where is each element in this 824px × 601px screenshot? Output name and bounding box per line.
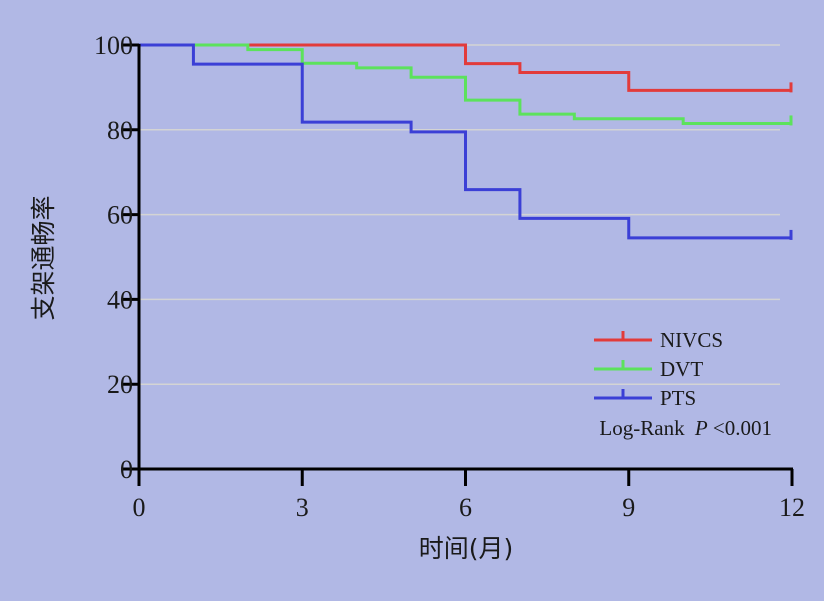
y-tick-label-60: 60 — [107, 201, 133, 230]
axes — [122, 43, 794, 486]
legend-label-pts: PTS — [660, 386, 696, 410]
y-axis-title: 支架通畅率 — [29, 195, 58, 320]
log-rank-label: Log-Rank — [599, 416, 685, 440]
log-rank-note: Log-Rank P <0.001 — [599, 416, 772, 440]
log-rank-value: <0.001 — [713, 416, 772, 440]
y-tick-label-80: 80 — [107, 116, 133, 145]
x-axis-title: 时间(月) — [419, 534, 514, 563]
log-rank-p: P — [694, 416, 708, 440]
x-tick-label-0: 0 — [133, 493, 146, 522]
x-tick-label-3: 3 — [296, 493, 309, 522]
tick-labels: 0 20 40 60 80 100 0 3 6 9 12 — [94, 31, 805, 522]
x-tick-label-6: 6 — [459, 493, 472, 522]
x-tick-label-9: 9 — [622, 493, 635, 522]
legend-label-dvt: DVT — [660, 357, 703, 381]
y-tick-label-100: 100 — [94, 31, 133, 60]
y-tick-label-40: 40 — [107, 285, 133, 314]
y-tick-label-20: 20 — [107, 370, 133, 399]
y-tick-label-0: 0 — [120, 455, 133, 484]
legend-label-nivcs: NIVCS — [660, 328, 723, 352]
x-tick-label-12: 12 — [779, 493, 805, 522]
series-line-dvt — [139, 43, 792, 125]
series-line-pts — [139, 43, 792, 240]
legend: NIVCS DVT PTS — [594, 328, 723, 410]
series-lines — [139, 43, 793, 240]
series-line-nivcs — [139, 43, 792, 92]
